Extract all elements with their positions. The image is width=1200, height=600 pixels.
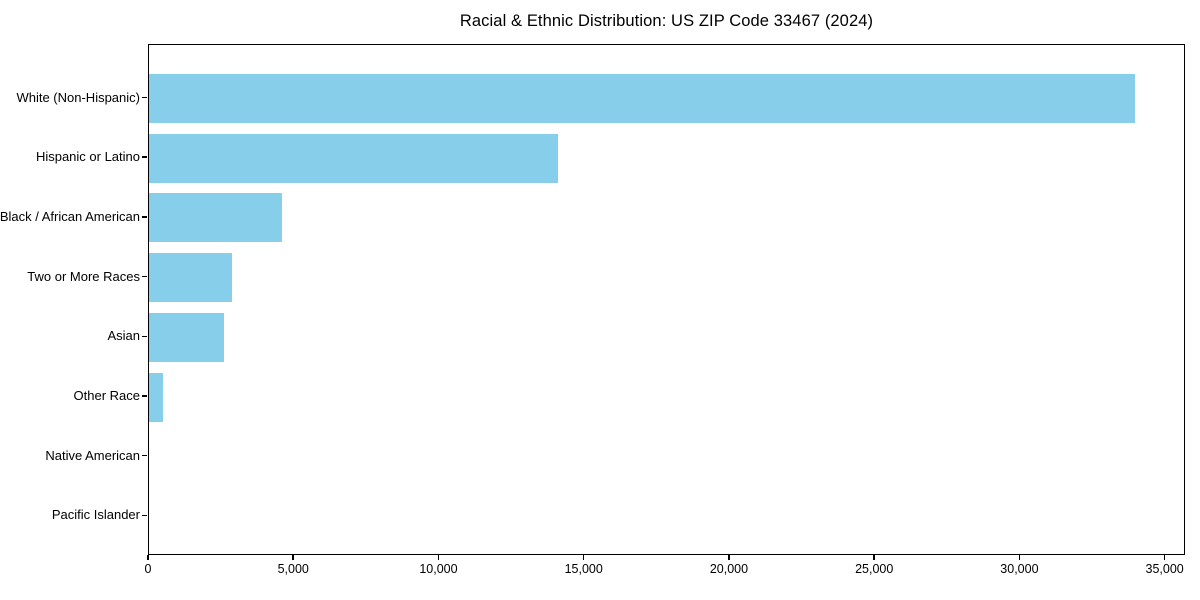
- y-axis-label: Native American: [45, 447, 140, 463]
- y-tick-mark: [142, 514, 147, 517]
- bar-two-or-more-races: [149, 253, 232, 303]
- bar-hispanic-or-latino: [149, 133, 558, 183]
- x-tick-label: 10,000: [419, 562, 458, 576]
- y-axis-label: Asian: [107, 328, 140, 344]
- y-tick-mark: [142, 216, 147, 218]
- bar-asian: [149, 312, 225, 362]
- x-tick-mark: [437, 555, 440, 560]
- y-axis-label: White (Non-Hispanic): [16, 89, 140, 105]
- plot-area: [148, 44, 1185, 555]
- chart-title: Racial & Ethnic Distribution: US ZIP Cod…: [459, 12, 874, 30]
- y-axis-label: Other Race: [73, 388, 140, 403]
- x-tick-mark: [147, 555, 149, 560]
- y-tick-mark: [142, 96, 147, 99]
- x-tick-label: 30,000: [1000, 562, 1039, 576]
- x-tick-label: 20,000: [709, 562, 749, 576]
- x-tick-mark: [1018, 555, 1021, 560]
- x-tick-label: 5,000: [277, 562, 309, 576]
- y-tick-mark: [142, 454, 147, 457]
- y-axis-label: Pacific Islander: [51, 507, 140, 523]
- x-tick-mark: [1163, 555, 1166, 560]
- x-tick-label: 0: [144, 562, 152, 576]
- y-tick-mark: [142, 156, 147, 158]
- x-tick-label: 15,000: [564, 562, 603, 576]
- x-tick-mark: [582, 555, 585, 560]
- y-axis-label: Black / African American: [0, 208, 140, 224]
- x-tick-mark: [873, 555, 875, 560]
- x-tick-mark: [728, 555, 730, 560]
- y-axis-label: Hispanic or Latino: [35, 149, 140, 165]
- y-tick-mark: [142, 275, 147, 278]
- x-tick-label: 35,000: [1145, 562, 1184, 576]
- x-tick-label: 25,000: [855, 562, 894, 576]
- y-axis-label: Two or More Races: [27, 268, 140, 284]
- bar-black-african-american: [149, 193, 283, 243]
- bar-other-race: [149, 372, 164, 422]
- bar-white-non-hispanic: [149, 74, 1135, 123]
- y-tick-mark: [142, 335, 147, 338]
- x-tick-mark: [292, 555, 294, 560]
- y-tick-mark: [142, 395, 147, 397]
